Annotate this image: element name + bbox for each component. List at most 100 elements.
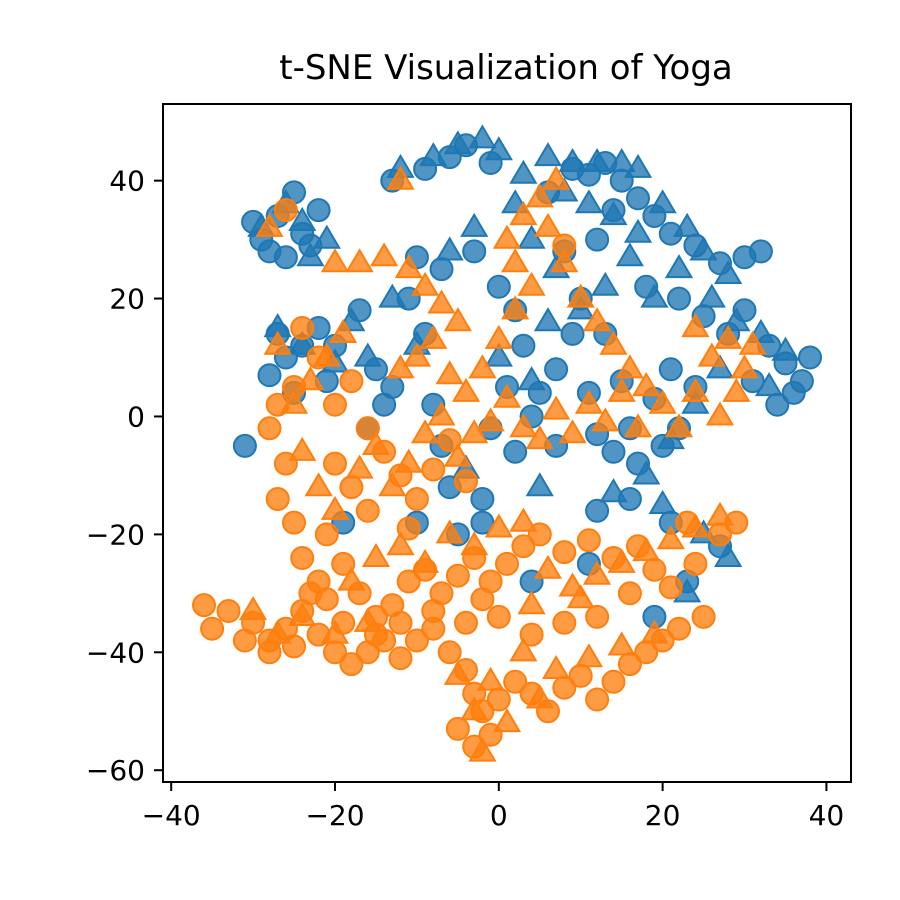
- scatter-point-triangle: [296, 366, 325, 391]
- scatter-point-triangle: [533, 307, 563, 332]
- scatter-point-triangle: [771, 336, 800, 361]
- scatter-point-circle: [314, 522, 339, 547]
- scatter-point-triangle: [525, 183, 554, 208]
- scatter-point-triangle: [574, 643, 604, 668]
- scatter-point-triangle: [550, 177, 579, 202]
- scatter-point-triangle: [648, 389, 677, 414]
- scatter-point-circle: [437, 428, 462, 453]
- scatter-point-triangle: [517, 366, 546, 391]
- scatter-point-triangle: [263, 330, 292, 355]
- scatter-point-triangle: [410, 271, 440, 296]
- scatter-point-circle: [257, 640, 282, 665]
- scatter-point-triangle: [517, 590, 546, 615]
- scatter-point-circle: [519, 622, 544, 647]
- scatter-point-circle: [683, 551, 708, 576]
- scatter-point-circle: [470, 487, 495, 511]
- scatter-point-circle: [265, 487, 290, 511]
- scatter-point-circle: [290, 546, 315, 570]
- scatter-point-triangle: [288, 436, 317, 461]
- scatter-point-triangle: [238, 596, 268, 621]
- scatter-point-triangle: [460, 212, 489, 237]
- scatter-point-circle: [560, 321, 585, 346]
- scatter-point-circle: [642, 557, 667, 582]
- scatter-point-triangle: [542, 655, 571, 679]
- scatter-point-triangle: [582, 560, 612, 585]
- scatter-point-triangle: [435, 236, 464, 261]
- scatter-point-triangle: [632, 372, 661, 397]
- scatter-point-circle: [470, 510, 495, 535]
- scatter-point-triangle: [558, 419, 587, 444]
- scatter-point-circle: [421, 457, 446, 482]
- scatter-point-circle: [396, 516, 421, 541]
- scatter-point-circle: [323, 451, 347, 476]
- scatter-point-triangle: [623, 218, 653, 243]
- scatter-point-triangle: [525, 472, 554, 497]
- scatter-point-triangle: [509, 201, 538, 226]
- scatter-point-circle: [339, 475, 364, 500]
- scatter-point-triangle: [312, 224, 341, 249]
- plot-frame: [162, 103, 852, 783]
- scatter-point-triangle: [615, 242, 644, 267]
- y-tick-label: 20: [109, 283, 145, 316]
- scatter-point-triangle: [468, 737, 497, 762]
- scatter-point-circle: [576, 528, 601, 553]
- scatter-point-triangle: [714, 324, 743, 349]
- scatter-point-circle: [306, 198, 331, 223]
- scatter-point-circle: [404, 628, 429, 653]
- scatter-point-triangle: [296, 242, 325, 267]
- x-tick-label: 0: [490, 799, 508, 832]
- scatter-point-triangle: [320, 619, 350, 644]
- scatter-point-circle: [667, 616, 691, 641]
- scatter-point-circle: [429, 257, 454, 282]
- scatter-point-triangle: [607, 631, 636, 656]
- scatter-point-circle: [216, 599, 241, 623]
- scatter-point-triangle: [476, 666, 505, 691]
- scatter-point-triangle: [509, 413, 538, 438]
- scatter-point-triangle: [664, 254, 694, 279]
- scatter-point-triangle: [705, 354, 735, 379]
- scatter-point-triangle: [435, 519, 464, 544]
- scatter-point-triangle: [353, 342, 382, 367]
- scatter-point-circle: [200, 616, 225, 641]
- scatter-point-triangle: [542, 165, 571, 190]
- scatter-point-circle: [388, 646, 413, 671]
- x-tick-label: 40: [809, 799, 845, 832]
- scatter-point-triangle: [386, 165, 415, 190]
- scatter-point-triangle: [288, 330, 317, 355]
- scatter-point-triangle: [378, 283, 407, 308]
- scatter-point-triangle: [558, 148, 587, 172]
- y-tick-label: 40: [109, 165, 145, 198]
- scatter-point-circle: [339, 652, 364, 677]
- y-tick-label: 0: [127, 400, 145, 433]
- scatter-point-triangle: [705, 501, 735, 526]
- scatter-point-circle: [601, 439, 626, 464]
- scatter-point-triangle: [566, 584, 595, 609]
- scatter-point-triangle: [468, 354, 497, 379]
- scatter-point-triangle: [435, 360, 464, 385]
- scatter-point-triangle: [370, 242, 399, 267]
- scatter-point-triangle: [484, 324, 513, 349]
- scatter-point-triangle: [689, 236, 718, 261]
- scatter-point-triangle: [501, 248, 530, 273]
- scatter-point-circle: [765, 392, 790, 417]
- scatter-point-triangle: [460, 531, 489, 556]
- scatter-point-triangle: [345, 248, 374, 273]
- scatter-point-circle: [282, 510, 306, 535]
- scatter-point-circle: [454, 469, 478, 494]
- scatter-point-triangle: [484, 342, 513, 367]
- scatter-point-triangle: [443, 307, 472, 332]
- scatter-point-triangle: [443, 130, 472, 155]
- scatter-point-triangle: [427, 289, 456, 314]
- scatter-point-triangle: [714, 543, 743, 567]
- scatter-point-circle: [511, 534, 536, 559]
- scatter-point-triangle: [566, 295, 595, 320]
- scatter-point-circle: [601, 669, 626, 694]
- x-axis: −40 −20 0 20 40: [142, 782, 845, 832]
- scatter-point-circle: [290, 316, 315, 340]
- scatter-point-triangle: [730, 354, 759, 379]
- scatter-point-triangle: [492, 708, 522, 733]
- scatter-point-triangle: [754, 372, 784, 397]
- scatter-point-circle: [585, 227, 610, 252]
- scatter-point-triangle: [501, 295, 530, 320]
